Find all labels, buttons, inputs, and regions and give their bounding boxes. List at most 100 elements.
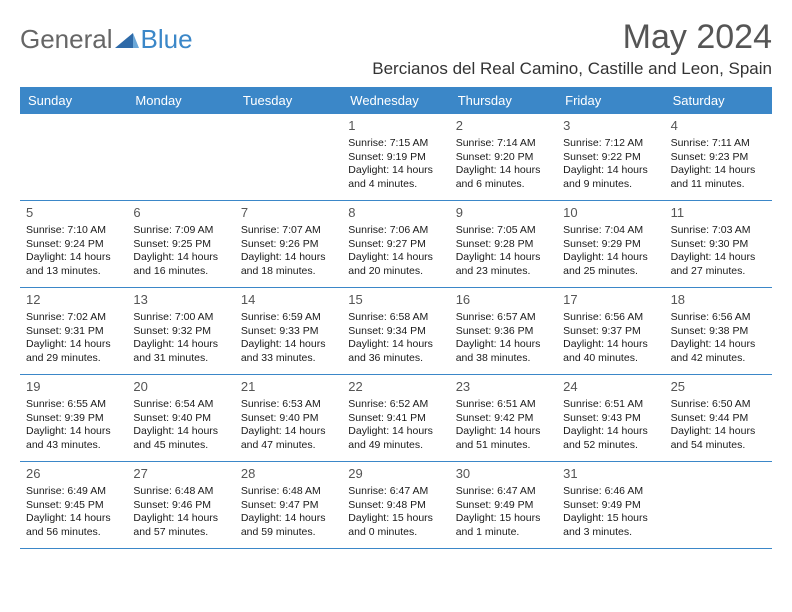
day-info-line: Sunset: 9:22 PM <box>563 151 658 165</box>
day-info-line: Sunset: 9:28 PM <box>456 238 551 252</box>
day-number: 15 <box>348 292 443 309</box>
day-header: Sunday <box>20 87 127 114</box>
day-info-line: and 0 minutes. <box>348 526 443 540</box>
day-header: Wednesday <box>342 87 449 114</box>
day-info-line: and 4 minutes. <box>348 178 443 192</box>
day-info-line: and 40 minutes. <box>563 352 658 366</box>
logo-text-2: Blue <box>141 24 193 55</box>
day-info-line: Sunset: 9:25 PM <box>133 238 228 252</box>
header: General Blue May 2024 Bercianos del Real… <box>20 18 772 79</box>
day-info-line: Sunset: 9:39 PM <box>26 412 121 426</box>
day-number: 24 <box>563 379 658 396</box>
day-cell: 15Sunrise: 6:58 AMSunset: 9:34 PMDayligh… <box>342 288 449 374</box>
day-info-line: Sunrise: 6:56 AM <box>563 311 658 325</box>
day-info-line: and 33 minutes. <box>241 352 336 366</box>
day-info-line: Daylight: 14 hours <box>348 164 443 178</box>
week-row: 1Sunrise: 7:15 AMSunset: 9:19 PMDaylight… <box>20 114 772 201</box>
day-info-line: and 36 minutes. <box>348 352 443 366</box>
day-info-line: and 45 minutes. <box>133 439 228 453</box>
day-number: 19 <box>26 379 121 396</box>
day-info-line: Sunset: 9:49 PM <box>563 499 658 513</box>
day-info-line: Sunrise: 7:00 AM <box>133 311 228 325</box>
day-info-line: and 57 minutes. <box>133 526 228 540</box>
day-cell: 16Sunrise: 6:57 AMSunset: 9:36 PMDayligh… <box>450 288 557 374</box>
day-info-line: Sunrise: 6:50 AM <box>671 398 766 412</box>
day-info-line: and 43 minutes. <box>26 439 121 453</box>
day-cell: 26Sunrise: 6:49 AMSunset: 9:45 PMDayligh… <box>20 462 127 548</box>
day-info-line: Sunrise: 6:51 AM <box>563 398 658 412</box>
day-cell: 5Sunrise: 7:10 AMSunset: 9:24 PMDaylight… <box>20 201 127 287</box>
day-info-line: Daylight: 14 hours <box>671 425 766 439</box>
day-info-line: and 52 minutes. <box>563 439 658 453</box>
day-number: 5 <box>26 205 121 222</box>
day-info-line: and 54 minutes. <box>671 439 766 453</box>
day-info-line: Sunset: 9:31 PM <box>26 325 121 339</box>
logo-triangle-icon <box>115 24 139 55</box>
day-info-line: and 27 minutes. <box>671 265 766 279</box>
day-cell: 27Sunrise: 6:48 AMSunset: 9:46 PMDayligh… <box>127 462 234 548</box>
day-number: 4 <box>671 118 766 135</box>
day-cell: 8Sunrise: 7:06 AMSunset: 9:27 PMDaylight… <box>342 201 449 287</box>
day-info-line: and 9 minutes. <box>563 178 658 192</box>
day-info-line: Sunrise: 7:14 AM <box>456 137 551 151</box>
day-info-line: Sunrise: 7:11 AM <box>671 137 766 151</box>
week-row: 26Sunrise: 6:49 AMSunset: 9:45 PMDayligh… <box>20 462 772 549</box>
month-title: May 2024 <box>372 18 772 57</box>
day-number: 9 <box>456 205 551 222</box>
day-info-line: Daylight: 14 hours <box>241 338 336 352</box>
day-info-line: Sunset: 9:41 PM <box>348 412 443 426</box>
day-number: 17 <box>563 292 658 309</box>
day-info-line: Sunrise: 7:06 AM <box>348 224 443 238</box>
day-cell: 29Sunrise: 6:47 AMSunset: 9:48 PMDayligh… <box>342 462 449 548</box>
day-number: 12 <box>26 292 121 309</box>
day-cell <box>235 114 342 200</box>
day-info-line: Daylight: 14 hours <box>563 338 658 352</box>
day-cell: 30Sunrise: 6:47 AMSunset: 9:49 PMDayligh… <box>450 462 557 548</box>
day-info-line: and 42 minutes. <box>671 352 766 366</box>
day-info-line: and 23 minutes. <box>456 265 551 279</box>
day-info-line: and 25 minutes. <box>563 265 658 279</box>
day-cell <box>665 462 772 548</box>
day-info-line: and 51 minutes. <box>456 439 551 453</box>
day-info-line: Sunset: 9:29 PM <box>563 238 658 252</box>
day-info-line: Daylight: 14 hours <box>563 425 658 439</box>
day-info-line: Daylight: 14 hours <box>133 512 228 526</box>
day-number: 18 <box>671 292 766 309</box>
day-info-line: Daylight: 15 hours <box>456 512 551 526</box>
day-number: 13 <box>133 292 228 309</box>
day-cell: 21Sunrise: 6:53 AMSunset: 9:40 PMDayligh… <box>235 375 342 461</box>
day-info-line: Sunset: 9:19 PM <box>348 151 443 165</box>
day-info-line: Sunset: 9:45 PM <box>26 499 121 513</box>
day-info-line: Sunrise: 6:57 AM <box>456 311 551 325</box>
day-info-line: Sunset: 9:23 PM <box>671 151 766 165</box>
day-cell: 7Sunrise: 7:07 AMSunset: 9:26 PMDaylight… <box>235 201 342 287</box>
day-cell: 14Sunrise: 6:59 AMSunset: 9:33 PMDayligh… <box>235 288 342 374</box>
day-info-line: Daylight: 14 hours <box>241 425 336 439</box>
day-info-line: Daylight: 14 hours <box>348 338 443 352</box>
day-info-line: and 59 minutes. <box>241 526 336 540</box>
day-number: 14 <box>241 292 336 309</box>
day-info-line: Daylight: 14 hours <box>133 338 228 352</box>
day-info-line: Sunrise: 7:10 AM <box>26 224 121 238</box>
day-info-line: Sunset: 9:40 PM <box>133 412 228 426</box>
day-info-line: Sunset: 9:47 PM <box>241 499 336 513</box>
day-info-line: Sunrise: 6:46 AM <box>563 485 658 499</box>
day-info-line: Daylight: 14 hours <box>563 164 658 178</box>
day-info-line: Daylight: 14 hours <box>456 251 551 265</box>
day-info-line: Sunset: 9:32 PM <box>133 325 228 339</box>
day-info-line: Sunset: 9:43 PM <box>563 412 658 426</box>
day-info-line: and 3 minutes. <box>563 526 658 540</box>
day-info-line: Daylight: 14 hours <box>26 512 121 526</box>
day-header: Friday <box>557 87 664 114</box>
day-info-line: Sunrise: 7:09 AM <box>133 224 228 238</box>
day-info-line: Sunrise: 6:58 AM <box>348 311 443 325</box>
day-info-line: Daylight: 14 hours <box>671 251 766 265</box>
day-info-line: and 11 minutes. <box>671 178 766 192</box>
day-info-line: Sunrise: 7:04 AM <box>563 224 658 238</box>
day-info-line: Sunrise: 6:54 AM <box>133 398 228 412</box>
day-info-line: Sunset: 9:40 PM <box>241 412 336 426</box>
day-info-line: Daylight: 14 hours <box>133 251 228 265</box>
day-cell: 4Sunrise: 7:11 AMSunset: 9:23 PMDaylight… <box>665 114 772 200</box>
day-info-line: Daylight: 14 hours <box>671 338 766 352</box>
day-cell: 20Sunrise: 6:54 AMSunset: 9:40 PMDayligh… <box>127 375 234 461</box>
